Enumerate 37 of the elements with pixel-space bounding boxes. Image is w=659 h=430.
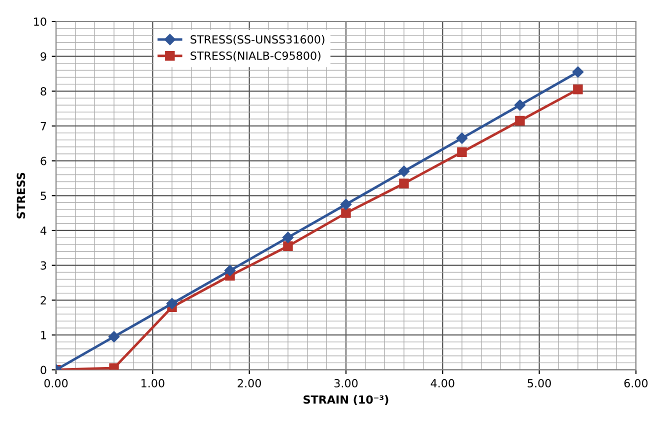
- x-tick-label: 3.00: [334, 379, 358, 388]
- x-tick-label: 5.00: [528, 379, 551, 388]
- point: [108, 331, 120, 342]
- y-tick-label: 3: [40, 261, 46, 270]
- y-tick-label: 9: [40, 52, 46, 61]
- x-tick-label: 0.00: [44, 379, 68, 388]
- point: [224, 264, 236, 276]
- x-tick-label: 2.00: [238, 379, 261, 388]
- point: [283, 241, 293, 252]
- x-axis-title: STRAIN (10⁻³): [304, 395, 388, 406]
- y-tick-label: 8: [40, 87, 46, 96]
- point: [457, 147, 467, 157]
- x-tick-label: 1.00: [142, 379, 164, 388]
- y-tick-label: 5: [40, 192, 46, 200]
- point: [572, 66, 584, 78]
- point: [282, 232, 294, 244]
- point: [573, 84, 583, 94]
- point: [514, 99, 526, 111]
- legend-label: STRESS(SS-UNSS31600): [190, 34, 324, 45]
- point: [398, 166, 410, 177]
- y-tick-label: 7: [40, 122, 46, 130]
- point: [166, 298, 178, 310]
- y-axis-title: STRESS: [16, 172, 26, 218]
- legend-label: STRESS(NIALB-C95800): [190, 51, 320, 62]
- point: [341, 208, 351, 218]
- y-tick-label: 2: [40, 296, 46, 304]
- point: [456, 132, 468, 144]
- point: [399, 178, 409, 188]
- y-tick-label: 1: [41, 331, 46, 340]
- y-tick-label: 10: [34, 17, 46, 26]
- y-tick-label: 4: [40, 226, 46, 235]
- x-tick-label: 6.00: [624, 379, 648, 388]
- y-tick-label: 0: [40, 366, 46, 374]
- point: [340, 198, 352, 210]
- point: [515, 116, 525, 126]
- x-tick-label: 4.00: [430, 379, 454, 388]
- y-tick-label: 6: [40, 156, 46, 166]
